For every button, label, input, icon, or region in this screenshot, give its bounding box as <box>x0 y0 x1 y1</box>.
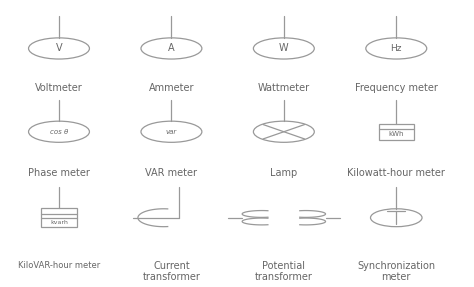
Text: Current
transformer: Current transformer <box>143 261 201 282</box>
Text: Phase meter: Phase meter <box>28 168 90 178</box>
Text: Wattmeter: Wattmeter <box>258 84 310 93</box>
Text: kWh: kWh <box>389 131 404 137</box>
Text: var: var <box>166 129 177 135</box>
Text: Synchronization
meter: Synchronization meter <box>357 261 435 282</box>
Text: Potential
transformer: Potential transformer <box>255 261 313 282</box>
Text: A: A <box>168 43 175 53</box>
Text: W: W <box>279 43 289 53</box>
Text: cos θ: cos θ <box>50 129 68 135</box>
Text: Kilowatt-hour meter: Kilowatt-hour meter <box>347 168 445 178</box>
Text: VAR meter: VAR meter <box>146 168 197 178</box>
Text: KiloVAR-hour meter: KiloVAR-hour meter <box>18 261 100 270</box>
Text: V: V <box>55 43 62 53</box>
Text: Ammeter: Ammeter <box>149 84 194 93</box>
Text: Frequency meter: Frequency meter <box>355 84 438 93</box>
Text: Voltmeter: Voltmeter <box>35 84 83 93</box>
Text: Hz: Hz <box>391 44 402 53</box>
Text: Lamp: Lamp <box>270 168 298 178</box>
Text: kvarh: kvarh <box>50 220 68 225</box>
